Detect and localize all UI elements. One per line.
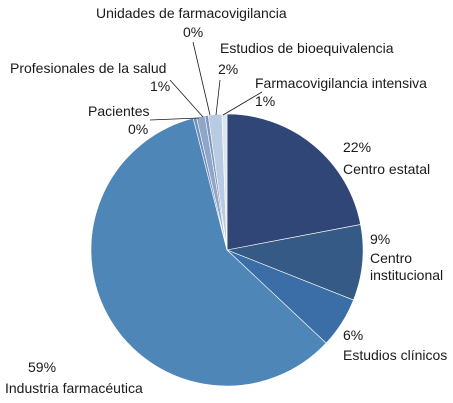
slice-name-label: Profesionales de la salud — [10, 60, 166, 76]
slice-percent-label: 6% — [343, 327, 363, 343]
slice-name-label: Centro estatal — [343, 161, 430, 177]
pie-slice-industria-farmac-utica — [90, 117, 327, 387]
slice-percent-label: 9% — [370, 231, 390, 247]
slice-name-label: Farmacovigilancia intensiva — [255, 75, 427, 91]
leader-line — [149, 117, 200, 121]
slice-percent-label: 59% — [28, 359, 56, 375]
slice-percent-label: 1% — [255, 93, 275, 109]
leader-line — [215, 79, 221, 116]
slice-percent-label: 0% — [128, 121, 148, 137]
slice-name-label: Unidades de farmacovigilancia — [96, 5, 287, 21]
slice-name-label: Estudios de bioequivalencia — [220, 40, 394, 56]
pie-slice-centro-estatal — [226, 113, 361, 251]
slice-percent-label: 22% — [343, 139, 371, 155]
slice-percent-label: 2% — [218, 61, 238, 77]
slice-percent-label: 1% — [150, 78, 170, 94]
leader-line — [169, 79, 204, 118]
slice-name-label: Pacientes — [88, 103, 149, 119]
leader-line — [222, 91, 263, 116]
slice-percent-label: 0% — [183, 24, 203, 40]
slice-name-label: Centro — [370, 250, 412, 266]
slice-name-label: Industria farmacéutica — [5, 380, 143, 396]
slice-name-label: Estudios clínicos — [343, 347, 447, 363]
slice-name-label: institucional — [370, 267, 443, 283]
leader-line — [192, 41, 211, 116]
